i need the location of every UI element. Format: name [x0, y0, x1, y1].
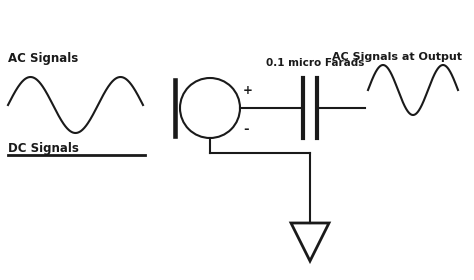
Text: 0.1 micro Farads: 0.1 micro Farads [266, 58, 364, 68]
Text: DC Signals: DC Signals [8, 142, 79, 155]
Text: -: - [243, 123, 249, 137]
Text: +: + [243, 83, 253, 97]
Text: AC Signals at Output: AC Signals at Output [332, 52, 462, 62]
Text: AC Signals: AC Signals [8, 52, 78, 65]
